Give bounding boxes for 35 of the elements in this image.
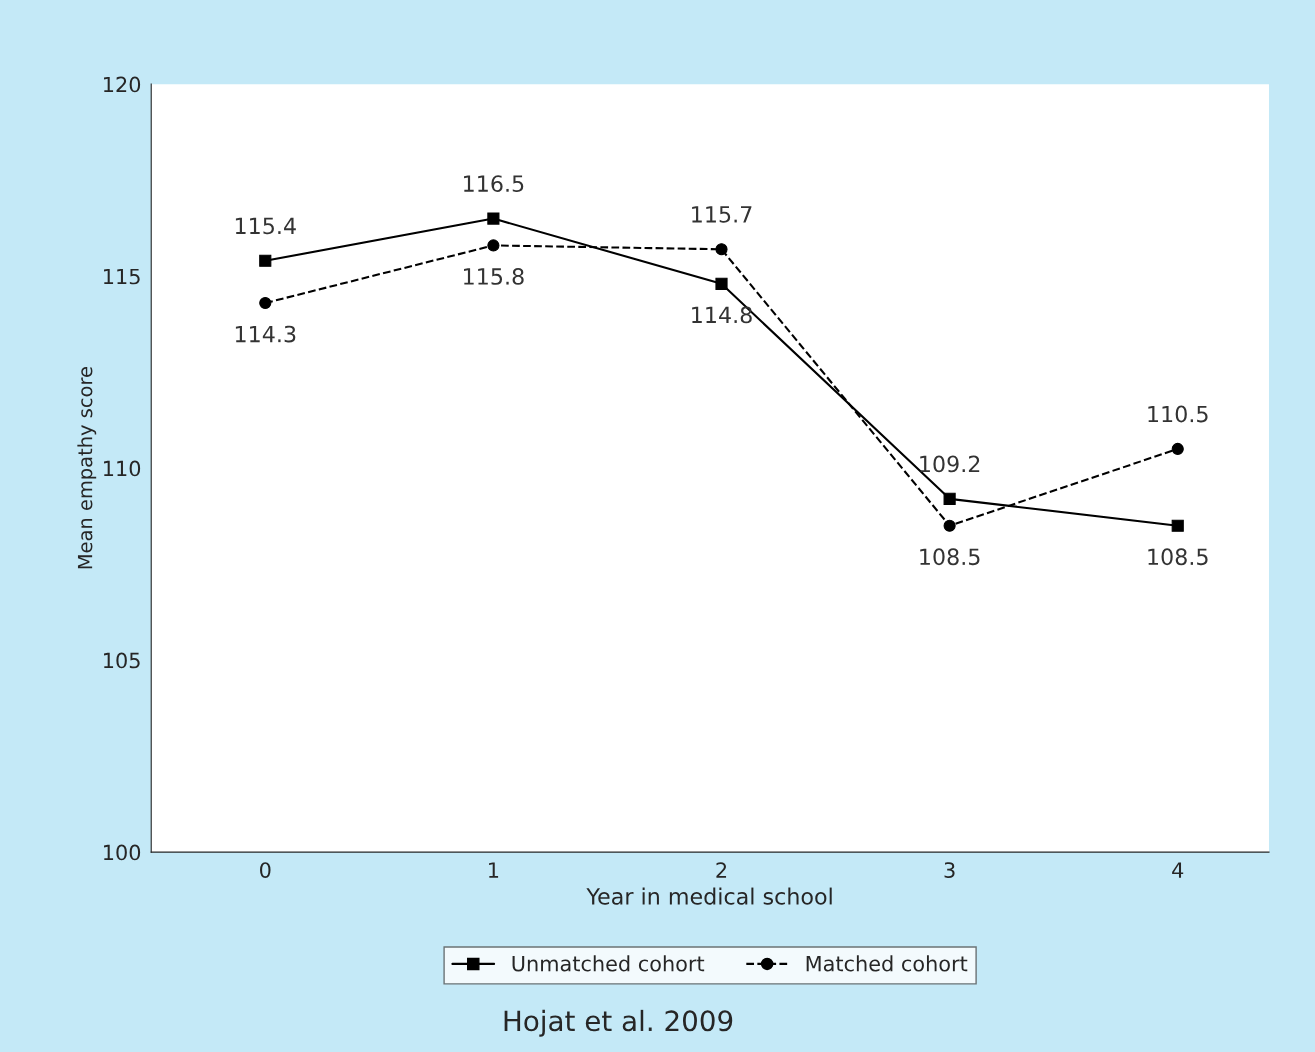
data-label: 109.2	[920, 455, 980, 473]
data-label: 115.7	[692, 206, 752, 223]
data-label: 108.5	[920, 548, 980, 566]
point	[1171, 442, 1184, 456]
point	[1171, 519, 1184, 532]
y-tick-label: 110	[104, 460, 141, 477]
x-tick-label: 3	[944, 862, 955, 878]
x-tick-label: 1	[489, 862, 499, 878]
y-tick-label: 105	[104, 652, 140, 669]
data-label: 108.5	[1148, 548, 1208, 566]
point	[259, 254, 272, 267]
data-label: 114.3	[235, 325, 296, 343]
legend-label: Matched cohort	[806, 955, 968, 972]
x-tick-label: 2	[716, 862, 727, 878]
x-tick-label: 4	[1172, 862, 1184, 878]
data-label: 116.5	[464, 175, 524, 193]
text: Hojat et al. 2009	[504, 1009, 733, 1037]
point	[943, 492, 956, 505]
point	[487, 239, 500, 252]
point	[715, 277, 728, 290]
point	[943, 519, 956, 532]
y-tick-label: 100	[104, 844, 141, 861]
x-tick-label: 0	[260, 862, 271, 878]
data-label: 115.8	[464, 268, 524, 285]
data-label: 110.5	[1148, 405, 1208, 423]
y-axis-title: Mean empathy score	[77, 367, 97, 569]
y-tick-label: 120	[104, 76, 141, 93]
y-tick-label: 115	[104, 268, 140, 285]
x-axis-title: Year in medical school	[586, 887, 832, 905]
point	[259, 296, 272, 310]
data-label: 114.8	[692, 306, 752, 324]
data-label: 115.4	[235, 217, 296, 235]
point	[715, 243, 728, 256]
point	[487, 212, 500, 225]
legend-label: Unmatched cohort	[512, 955, 705, 972]
